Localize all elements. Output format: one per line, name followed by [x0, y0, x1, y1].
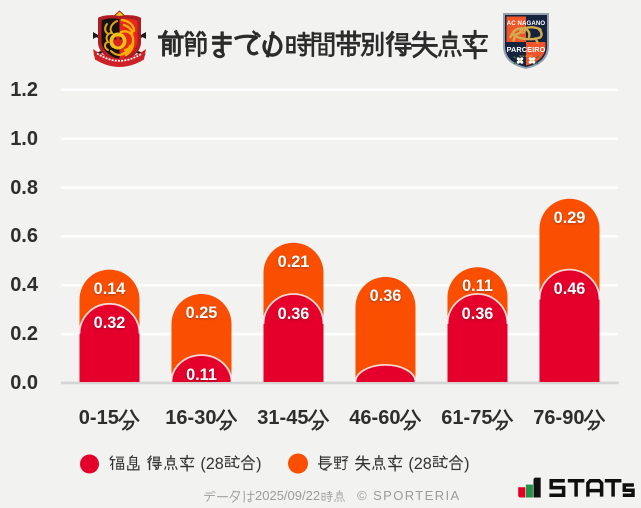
svg-text:AC NAGANO: AC NAGANO — [507, 20, 546, 27]
svg-text:PARCEIRO: PARCEIRO — [507, 45, 546, 54]
svg-text:Since1990: Since1990 — [519, 54, 533, 58]
